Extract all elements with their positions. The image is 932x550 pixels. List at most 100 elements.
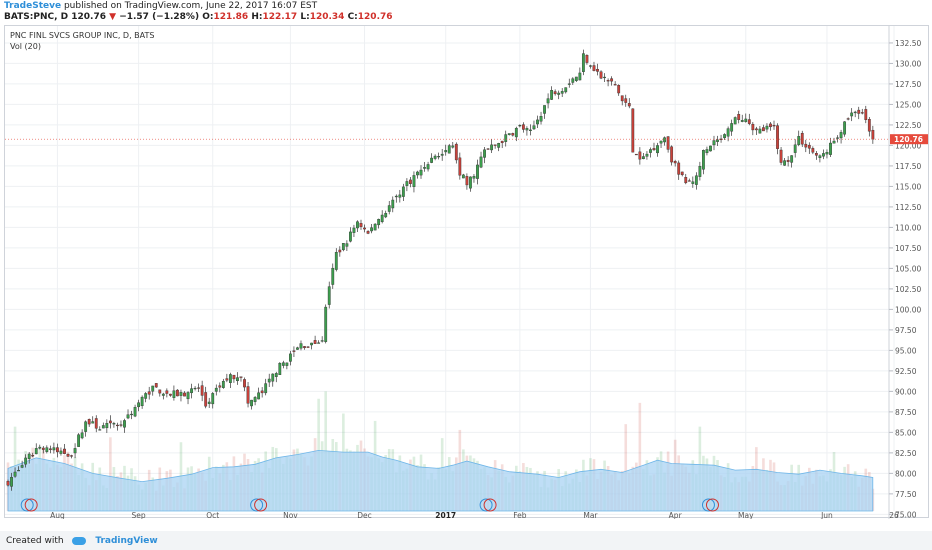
candle <box>271 373 275 382</box>
candle <box>183 392 186 397</box>
candle <box>331 267 335 285</box>
candle <box>543 105 546 114</box>
open-label: O: <box>202 12 214 22</box>
candle <box>13 471 17 477</box>
legend-title: PNC FINL SVCS GROUP INC, D, BATS <box>10 31 155 40</box>
candle <box>529 129 532 131</box>
candle <box>20 465 24 468</box>
candle <box>638 151 642 160</box>
candle <box>373 223 377 231</box>
candle <box>804 143 808 148</box>
candle <box>589 65 592 67</box>
candle <box>274 373 278 377</box>
price-tick-label: 120.00 <box>895 141 921 150</box>
candle <box>610 78 614 82</box>
candle <box>836 137 839 139</box>
close-label: C: <box>347 12 358 22</box>
candle <box>398 194 402 198</box>
candle <box>631 108 635 153</box>
candle <box>684 177 688 184</box>
candle <box>581 53 585 72</box>
candle <box>624 98 628 103</box>
candle <box>303 346 306 348</box>
candle <box>126 414 130 419</box>
candle <box>479 156 483 168</box>
price-chart[interactable]: 75.00 77.50 80.00 82.50 85.00 87.50 90.00 92.50… <box>5 26 930 519</box>
candle <box>557 92 561 95</box>
candle <box>536 119 539 125</box>
candle <box>670 146 674 163</box>
candle <box>123 420 126 428</box>
tradingview-brand[interactable]: TradingView <box>95 536 158 546</box>
earnings-marker-icon <box>20 498 34 512</box>
candle <box>511 133 515 136</box>
candle <box>207 401 211 404</box>
candle <box>603 76 606 79</box>
candle <box>267 378 271 383</box>
open-value: 121.86 <box>213 12 249 22</box>
time-tick-label: Mar <box>583 511 598 519</box>
volume-ma-area <box>7 449 874 512</box>
created-with-label: Created with <box>6 536 64 546</box>
candle <box>867 119 871 132</box>
candle <box>112 423 116 425</box>
candle <box>63 448 66 454</box>
candle <box>719 138 723 140</box>
chart-frame[interactable]: 75.00 77.50 80.00 82.50 85.00 87.50 90.00 92.50… <box>4 25 930 519</box>
author-name[interactable]: TradeSteve <box>4 1 62 11</box>
candle <box>105 423 109 429</box>
candle <box>250 399 253 407</box>
candle <box>469 176 472 189</box>
candle <box>613 84 617 86</box>
candle <box>705 149 709 154</box>
candle <box>158 389 162 394</box>
candle <box>147 391 151 395</box>
price-tick-label: 107.50 <box>895 244 921 253</box>
candle <box>412 175 416 187</box>
candle <box>850 112 854 117</box>
candle <box>306 346 310 348</box>
candle <box>550 90 554 100</box>
candle <box>666 136 670 150</box>
candle <box>786 159 790 162</box>
candle <box>596 68 599 72</box>
candle <box>539 116 543 122</box>
candle <box>585 55 589 63</box>
time-axis[interactable]: Aug Sep Oct Nov Dec 2017 Feb Mar Apr May Jun 26 <box>50 511 899 519</box>
candle <box>84 421 88 432</box>
candle <box>243 379 246 388</box>
price-tick-label: 82.50 <box>895 449 917 458</box>
candle <box>476 164 479 179</box>
candle <box>617 85 621 94</box>
candle <box>313 340 317 344</box>
candle <box>800 132 804 145</box>
candle <box>762 127 765 132</box>
candle <box>387 205 391 212</box>
candle <box>811 148 815 153</box>
candle <box>465 176 469 186</box>
candle <box>179 392 183 396</box>
price-tick-label: 130.00 <box>895 59 921 68</box>
candle <box>349 231 352 242</box>
candle <box>401 186 405 197</box>
candle <box>116 424 119 427</box>
candle <box>659 140 663 144</box>
candle <box>168 393 172 396</box>
candle <box>772 125 776 127</box>
price-tick-label: 110.00 <box>895 223 921 232</box>
candle <box>730 123 734 132</box>
candle <box>832 140 836 144</box>
candle <box>521 124 525 130</box>
candle <box>769 123 772 128</box>
price-axis[interactable]: 75.00 77.50 80.00 82.50 85.00 87.50 90.00 92.50… <box>888 26 928 519</box>
candle <box>642 156 645 160</box>
candle <box>733 117 737 125</box>
price-tick-label: 117.50 <box>895 162 921 171</box>
candle <box>871 129 875 140</box>
candle <box>278 363 282 375</box>
candle <box>814 153 818 156</box>
candle <box>440 153 444 156</box>
candle <box>571 78 575 83</box>
high-value: 122.17 <box>262 12 298 22</box>
candle <box>6 481 10 486</box>
